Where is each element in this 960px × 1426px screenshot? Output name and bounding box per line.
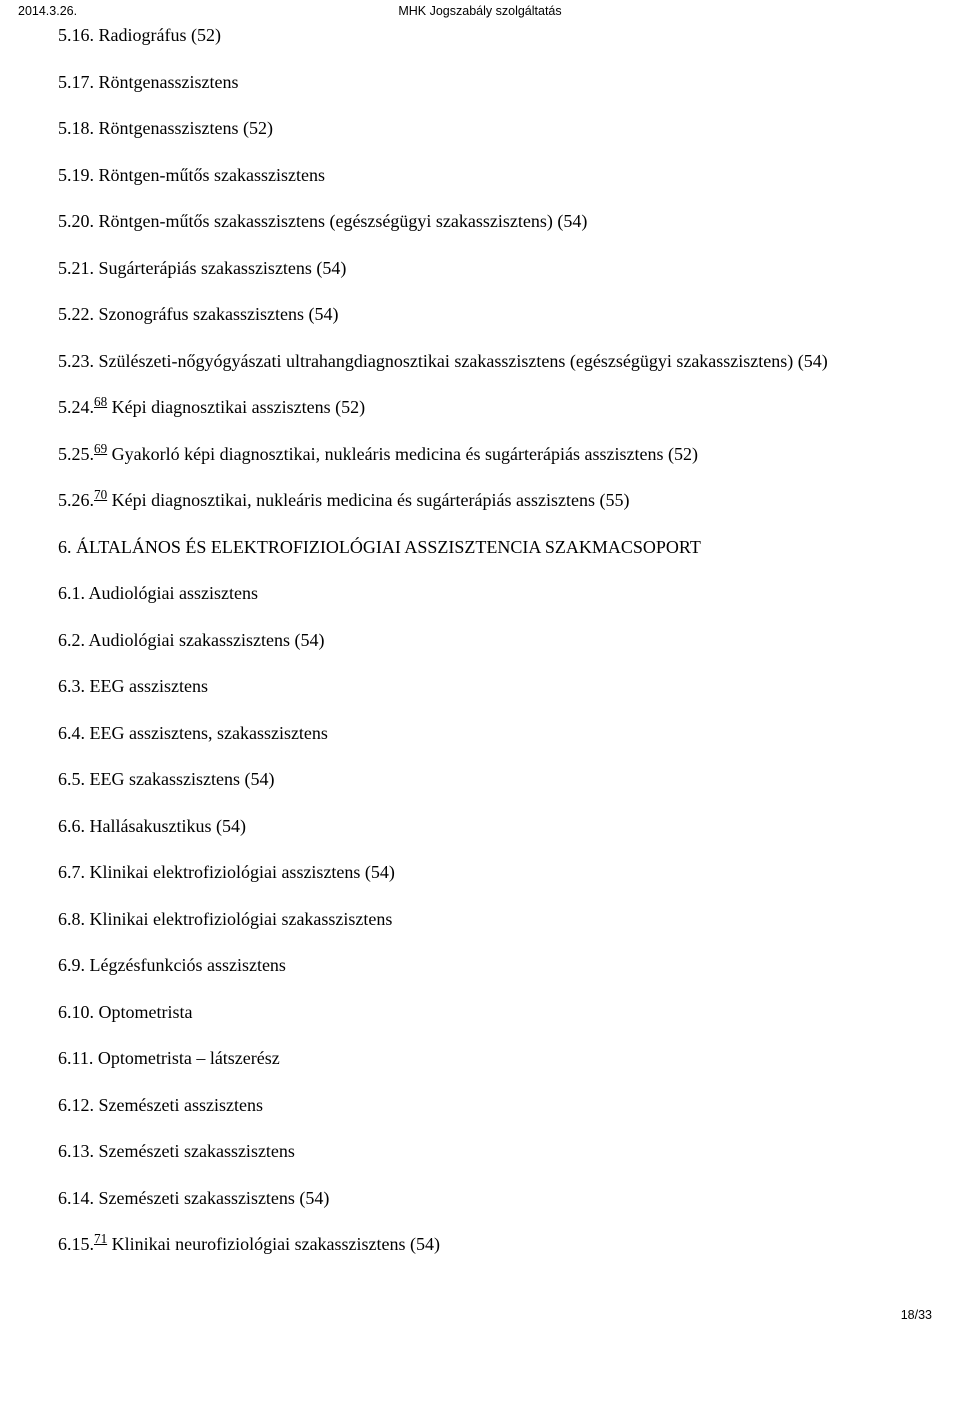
list-item-text: 5.23. Szülészeti-nőgyógyászati ultrahang… bbox=[58, 351, 828, 371]
list-item: 5.24.68 Képi diagnosztikai asszisztens (… bbox=[58, 396, 902, 419]
list-item-text: 6.7. Klinikai elektrofiziológiai asszisz… bbox=[58, 862, 395, 882]
list-item-text: 5.22. Szonográfus szakasszisztens (54) bbox=[58, 304, 338, 324]
list-item-text: 6.4. EEG asszisztens, szakasszisztens bbox=[58, 723, 328, 743]
list-item: 5.26.70 Képi diagnosztikai, nukleáris me… bbox=[58, 489, 902, 512]
list-item: 6.10. Optometrista bbox=[58, 1001, 902, 1024]
list-item: 6.7. Klinikai elektrofiziológiai asszisz… bbox=[58, 861, 902, 884]
list-item: 5.22. Szonográfus szakasszisztens (54) bbox=[58, 303, 902, 326]
list-item: 6.1. Audiológiai asszisztens bbox=[58, 582, 902, 605]
list-item: 5.25.69 Gyakorló képi diagnosztikai, nuk… bbox=[58, 443, 902, 466]
list-item-text: Képi diagnosztikai asszisztens (52) bbox=[107, 397, 365, 417]
list-item: 5.23. Szülészeti-nőgyógyászati ultrahang… bbox=[58, 350, 902, 373]
list-item: 6.4. EEG asszisztens, szakasszisztens bbox=[58, 722, 902, 745]
list-item-text: 6.14. Szemészeti szakasszisztens (54) bbox=[58, 1188, 329, 1208]
list-item-text: 6.10. Optometrista bbox=[58, 1002, 192, 1022]
header-title: MHK Jogszabály szolgáltatás bbox=[77, 4, 883, 18]
list-item-text: 5.17. Röntgenasszisztens bbox=[58, 72, 238, 92]
list-item: 6.13. Szemészeti szakasszisztens bbox=[58, 1140, 902, 1163]
list-item-text: Képi diagnosztikai, nukleáris medicina é… bbox=[107, 490, 629, 510]
list-item-text: 6.8. Klinikai elektrofiziológiai szakass… bbox=[58, 909, 392, 929]
list-item-text: Klinikai neurofiziológiai szakassziszten… bbox=[107, 1234, 440, 1254]
list-item: 6.9. Légzésfunkciós asszisztens bbox=[58, 954, 902, 977]
list-item: 6.2. Audiológiai szakasszisztens (54) bbox=[58, 629, 902, 652]
footnote-ref[interactable]: 71 bbox=[94, 1231, 107, 1246]
list-item-text: 5.25. bbox=[58, 444, 94, 464]
list-item-text: 6.12. Szemészeti asszisztens bbox=[58, 1095, 263, 1115]
list-item-text: 6.15. bbox=[58, 1234, 94, 1254]
page-number: 18/33 bbox=[901, 1308, 932, 1322]
list-item: 6.12. Szemészeti asszisztens bbox=[58, 1094, 902, 1117]
list-item: 5.20. Röntgen-műtős szakasszisztens (egé… bbox=[58, 210, 902, 233]
list-item-text: 6. ÁLTALÁNOS ÉS ELEKTROFIZIOLÓGIAI ASSZI… bbox=[58, 537, 701, 557]
list-item: 6. ÁLTALÁNOS ÉS ELEKTROFIZIOLÓGIAI ASSZI… bbox=[58, 536, 902, 559]
footnote-ref[interactable]: 69 bbox=[94, 441, 107, 456]
list-item-text: 5.26. bbox=[58, 490, 94, 510]
list-item-text: 5.21. Sugárterápiás szakasszisztens (54) bbox=[58, 258, 346, 278]
list-item-text: 5.24. bbox=[58, 397, 94, 417]
list-item: 6.11. Optometrista – látszerész bbox=[58, 1047, 902, 1070]
list-item: 5.21. Sugárterápiás szakasszisztens (54) bbox=[58, 257, 902, 280]
list-item-text: 6.11. Optometrista – látszerész bbox=[58, 1048, 280, 1068]
list-item-text: 5.19. Röntgen-műtős szakasszisztens bbox=[58, 165, 325, 185]
list-item-text: 6.1. Audiológiai asszisztens bbox=[58, 583, 258, 603]
list-item: 5.19. Röntgen-műtős szakasszisztens bbox=[58, 164, 902, 187]
list-item-text: 5.16. Radiográfus (52) bbox=[58, 25, 221, 45]
header-date: 2014.3.26. bbox=[18, 4, 77, 18]
list-item: 6.3. EEG asszisztens bbox=[58, 675, 902, 698]
list-item-text: 6.13. Szemészeti szakasszisztens bbox=[58, 1141, 295, 1161]
page-footer: 18/33 bbox=[0, 1308, 960, 1332]
list-item: 6.6. Hallásakusztikus (54) bbox=[58, 815, 902, 838]
document-body: 5.16. Radiográfus (52) 5.17. Röntgenasszi… bbox=[0, 18, 960, 1308]
footnote-ref[interactable]: 68 bbox=[94, 394, 107, 409]
footnote-ref[interactable]: 70 bbox=[94, 487, 107, 502]
list-item-text: 6.6. Hallásakusztikus (54) bbox=[58, 816, 246, 836]
list-item-text: 5.18. Röntgenasszisztens (52) bbox=[58, 118, 273, 138]
list-item: 5.16. Radiográfus (52) bbox=[58, 24, 902, 47]
list-item-text: 6.3. EEG asszisztens bbox=[58, 676, 208, 696]
list-item-text: 6.5. EEG szakasszisztens (54) bbox=[58, 769, 274, 789]
list-item-text: 5.20. Röntgen-műtős szakasszisztens (egé… bbox=[58, 211, 587, 231]
list-item: 5.18. Röntgenasszisztens (52) bbox=[58, 117, 902, 140]
list-item: 6.14. Szemészeti szakasszisztens (54) bbox=[58, 1187, 902, 1210]
list-item-text: Gyakorló képi diagnosztikai, nukleáris m… bbox=[107, 444, 698, 464]
list-item: 5.17. Röntgenasszisztens bbox=[58, 71, 902, 94]
list-item: 6.8. Klinikai elektrofiziológiai szakass… bbox=[58, 908, 902, 931]
list-item: 6.15.71 Klinikai neurofiziológiai szakas… bbox=[58, 1233, 902, 1256]
list-item-text: 6.9. Légzésfunkciós asszisztens bbox=[58, 955, 286, 975]
page-header: 2014.3.26. MHK Jogszabály szolgáltatás 2… bbox=[0, 0, 960, 18]
list-item: 6.5. EEG szakasszisztens (54) bbox=[58, 768, 902, 791]
list-item-text: 6.2. Audiológiai szakasszisztens (54) bbox=[58, 630, 324, 650]
